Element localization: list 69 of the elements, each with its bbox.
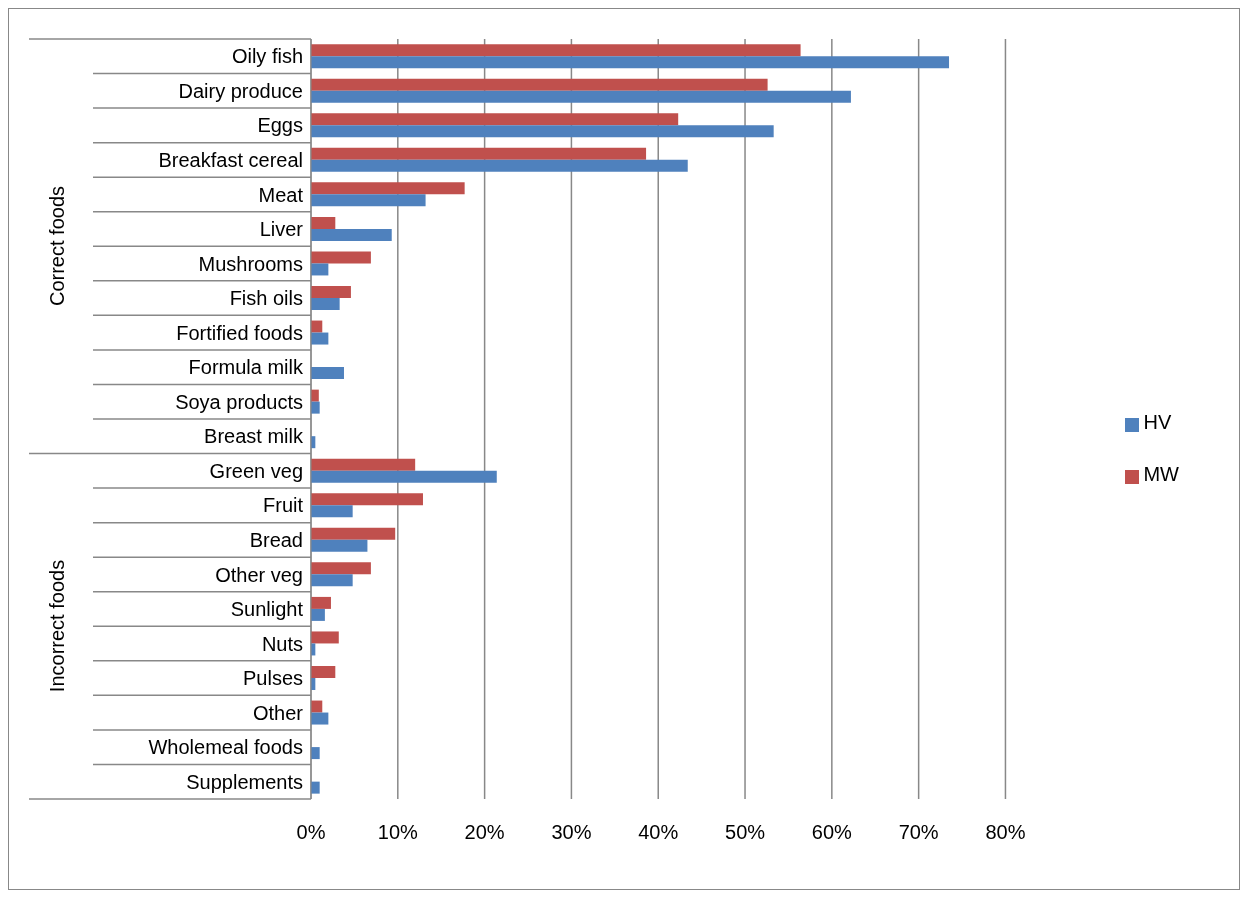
y-tick-label: Bread	[249, 529, 303, 552]
bar	[311, 631, 339, 644]
y-tick-label: Fish oils	[229, 287, 303, 310]
bar	[311, 44, 801, 57]
y-tick-label: Meat	[258, 183, 304, 206]
y-tick-label: Dairy produce	[178, 79, 303, 102]
y-tick-label: Other veg	[215, 563, 303, 586]
x-tick-label: 50%	[725, 821, 766, 844]
y-tick-label: Other	[252, 701, 304, 724]
bar	[311, 505, 353, 518]
y-tick-label: Wholemeal foods	[148, 736, 303, 759]
bar	[311, 286, 351, 298]
bar	[311, 228, 392, 241]
bar	[311, 666, 336, 678]
bar	[311, 562, 371, 575]
bar	[311, 159, 688, 172]
y-tick-label: Supplements	[186, 770, 303, 793]
bar	[311, 216, 336, 229]
bar	[311, 527, 396, 540]
y-tick-label: Oily fish	[231, 45, 303, 68]
legend-label: MW	[1143, 463, 1179, 485]
bar	[311, 56, 950, 69]
y-tick-label: Eggs	[257, 114, 303, 137]
bar	[311, 182, 465, 195]
x-tick-label: 20%	[464, 821, 505, 844]
x-tick-label: 0%	[296, 821, 326, 844]
y-tick-label: Formula milk	[188, 356, 304, 379]
bar	[311, 263, 329, 276]
bar	[311, 747, 320, 760]
y-tick-label: Fruit	[263, 494, 304, 517]
bar	[311, 539, 368, 552]
y-tick-label: Soya products	[175, 390, 303, 413]
y-tick-label: Pulses	[242, 667, 303, 690]
bar	[311, 332, 329, 345]
bar	[311, 574, 353, 587]
bar	[311, 608, 325, 621]
text: Correct foods	[45, 186, 69, 307]
y-tick-label: Breast milk	[204, 425, 304, 448]
bar	[311, 125, 774, 138]
x-tick-label: 60%	[811, 821, 853, 844]
bar	[311, 401, 320, 414]
bar	[311, 493, 423, 506]
text: Incorrect foods	[45, 560, 69, 693]
y-tick-label: Liver	[259, 218, 304, 241]
bar	[311, 458, 416, 471]
legend-label: HV	[1143, 411, 1172, 433]
bar	[311, 781, 320, 794]
bar	[311, 113, 679, 126]
y-tick-label: Sunlight	[230, 598, 304, 621]
x-tick-label: 40%	[638, 821, 679, 844]
x-tick-label: 70%	[898, 821, 939, 844]
bar	[311, 470, 497, 483]
bar	[311, 194, 426, 207]
bar	[311, 367, 344, 380]
bar	[311, 251, 371, 264]
y-tick-label: Breakfast cereal	[158, 149, 303, 172]
x-tick-label: 30%	[551, 821, 592, 844]
bar	[311, 712, 329, 725]
bar	[311, 298, 340, 310]
y-tick-label: Nuts	[261, 632, 303, 655]
x-tick-label: 80%	[985, 821, 1026, 844]
bar	[311, 147, 647, 160]
bar	[311, 596, 331, 609]
x-tick-label: 10%	[377, 821, 419, 844]
bar	[311, 78, 768, 91]
bar	[311, 90, 851, 103]
y-tick-label: Mushrooms	[198, 252, 303, 275]
y-tick-label: Fortified foods	[176, 321, 303, 344]
y-tick-label: Green veg	[209, 459, 303, 482]
